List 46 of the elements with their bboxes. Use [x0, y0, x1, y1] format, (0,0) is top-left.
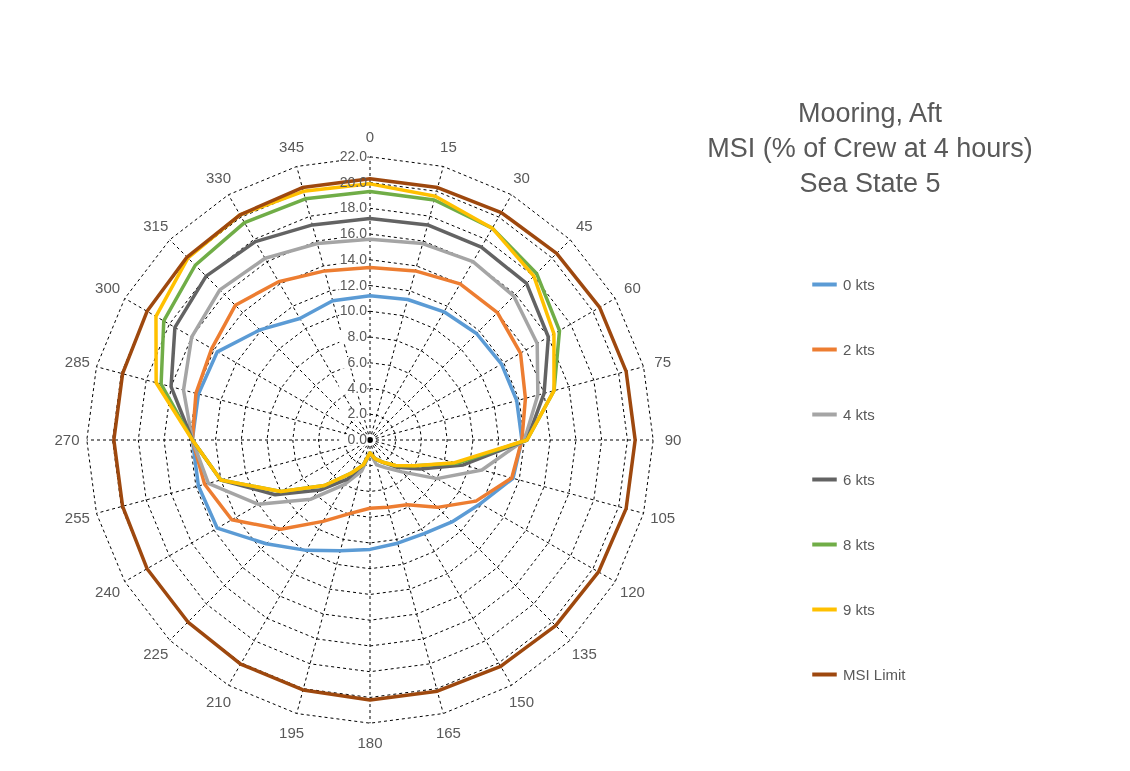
- spoke-label: 345: [279, 138, 305, 156]
- spoke-label: 330: [205, 168, 232, 186]
- spoke-label: 90: [664, 431, 682, 448]
- y-tick-label: 8.0: [347, 328, 368, 345]
- spoke-label: 180: [357, 734, 383, 752]
- spoke-label: 75: [654, 352, 672, 370]
- legend-label: 2 kts: [843, 340, 875, 358]
- spoke-label: 195: [279, 723, 305, 741]
- y-tick-label: 14.0: [339, 250, 368, 267]
- y-tick-label: 0.0: [347, 431, 368, 447]
- spoke-label: 210: [205, 693, 232, 711]
- spoke-label: 270: [54, 431, 80, 448]
- y-tick-label: 12.0: [339, 276, 368, 293]
- spoke-label: 15: [440, 138, 457, 156]
- legend-label: MSI Limit: [843, 665, 907, 683]
- y-tick-label: 6.0: [347, 353, 368, 370]
- y-tick-label: 4.0: [347, 379, 368, 396]
- y-tick-label: 16.0: [339, 225, 368, 242]
- legend-label: 4 kts: [843, 405, 875, 423]
- spoke-label: 165: [435, 723, 461, 741]
- text: MSI (% of Crew at 4 hours): [707, 133, 1033, 163]
- spoke-label: 240: [95, 582, 121, 600]
- spoke-label: 315: [143, 216, 169, 234]
- spoke-label: 285: [64, 352, 90, 370]
- spoke-label: 0: [365, 127, 375, 145]
- legend-label: 9 kts: [843, 600, 875, 618]
- legend-label: 8 kts: [843, 535, 875, 553]
- spoke-label: 120: [619, 582, 645, 600]
- spoke-label: 255: [64, 509, 90, 527]
- spoke-label: 60: [624, 279, 641, 297]
- y-tick-label: 22.0: [339, 147, 368, 164]
- y-tick-label: 2.0: [347, 405, 368, 422]
- legend-label: 0 kts: [843, 275, 875, 293]
- spoke-label: 30: [513, 168, 530, 186]
- spoke-label: 150: [508, 693, 535, 711]
- spoke-label: 105: [650, 509, 676, 527]
- spoke-label: 300: [95, 279, 121, 297]
- legend-label: 6 kts: [843, 470, 875, 488]
- y-tick-label: 18.0: [339, 199, 368, 216]
- y-tick-label: 20.0: [339, 173, 368, 190]
- spoke-label: 135: [571, 645, 597, 663]
- spoke-label: 225: [143, 645, 169, 663]
- spoke-label: 45: [575, 216, 593, 234]
- text: Mooring, Aft: [797, 98, 943, 128]
- y-tick-label: 10.0: [339, 302, 368, 319]
- text: Sea State 5: [799, 168, 941, 198]
